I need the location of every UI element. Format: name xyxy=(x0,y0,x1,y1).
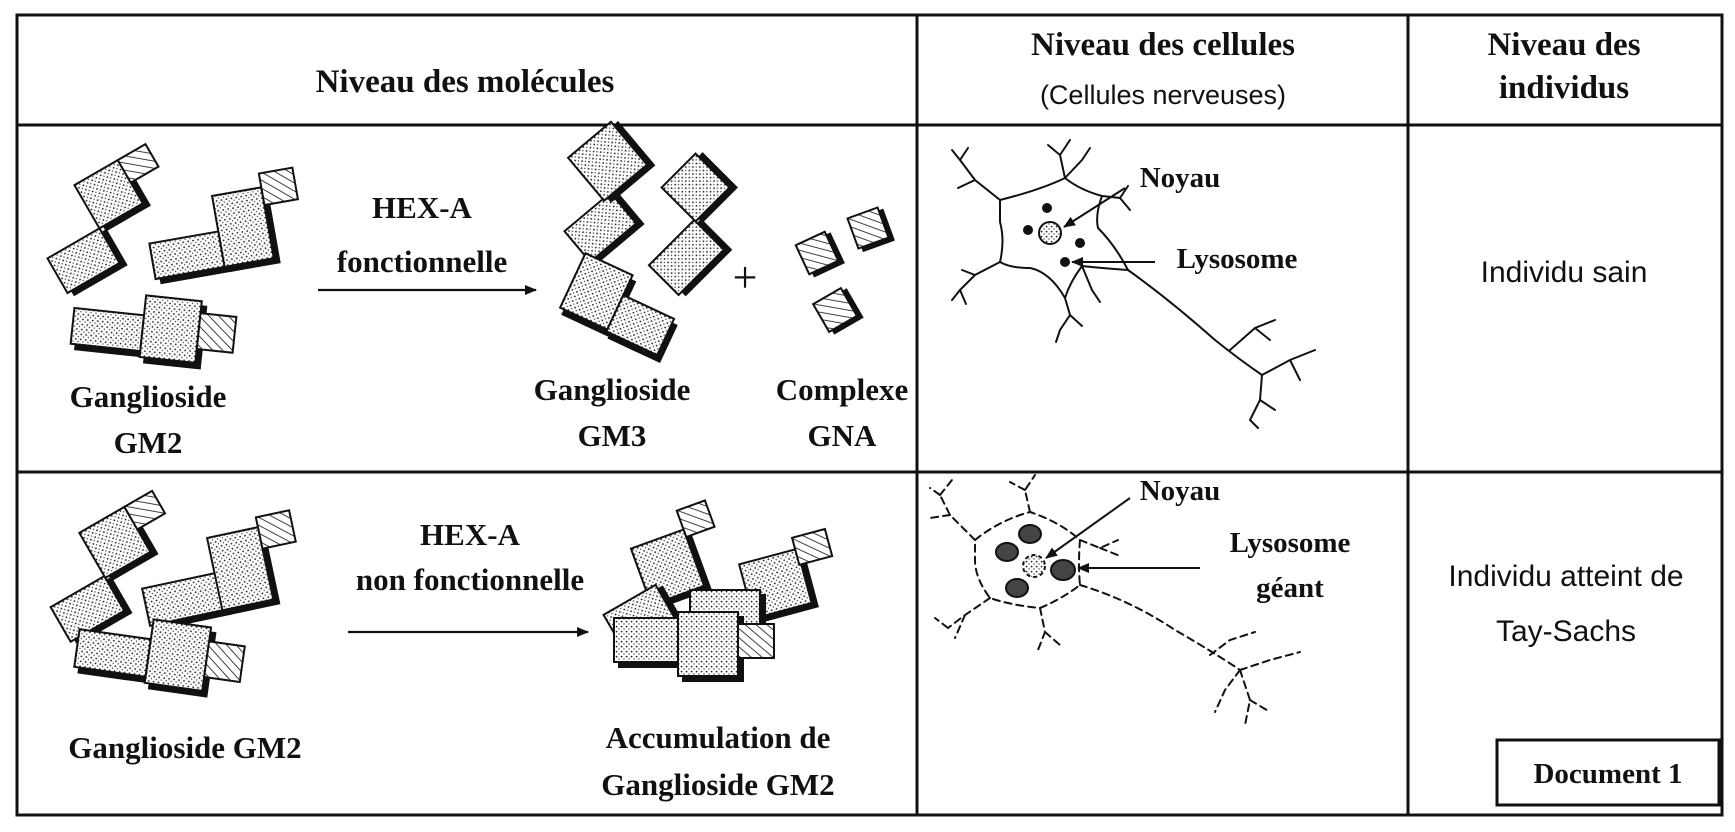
document-label: Document 1 xyxy=(1533,758,1682,790)
table-grid xyxy=(15,13,1724,817)
product1-label-line2: GM3 xyxy=(578,418,647,453)
diseased-neuron-organelles xyxy=(995,524,1076,598)
healthy-nucleus-label: Noyau xyxy=(1140,162,1221,194)
accumulated-gm2-molecules xyxy=(602,499,834,682)
disease-nucleus-pointer xyxy=(1045,497,1131,559)
healthy-lysosome-label: Lysosome xyxy=(1177,243,1298,275)
disease-enzyme-line1: HEX-A xyxy=(420,517,521,552)
header-individuals-line2: individus xyxy=(1499,70,1629,106)
header-cells-title: Niveau des cellules xyxy=(1031,27,1295,63)
accumulation-line2: Ganglioside GM2 xyxy=(601,767,834,802)
ganglioside-gm2-molecules-disease xyxy=(49,489,297,698)
plus-sign: + xyxy=(733,253,758,302)
gm2-molecule-a xyxy=(46,142,160,297)
diseased-neuron xyxy=(929,474,1301,726)
disease-enzyme-line2: non fonctionnelle xyxy=(356,562,584,597)
header-molecules: Niveau des molécules xyxy=(316,64,615,100)
header-cells-subtitle: (Cellules nerveuses) xyxy=(1040,80,1286,110)
disease-substrate-label: Ganglioside GM2 xyxy=(68,730,301,765)
disease-individual-line2: Tay-Sachs xyxy=(1496,615,1636,648)
gm2-molecule-b xyxy=(148,166,300,285)
ganglioside-gm3-molecules xyxy=(558,120,738,364)
disease-lysosome-line2: géant xyxy=(1256,572,1324,604)
disease-individual-line1: Individu atteint de xyxy=(1448,560,1683,593)
product1-label-line1: Ganglioside xyxy=(534,372,691,407)
product2-label-line2: GNA xyxy=(808,418,878,453)
substrate-label-line1: Ganglioside xyxy=(70,379,227,414)
accumulation-line1: Accumulation de xyxy=(606,720,831,755)
enzyme-label-line1: HEX-A xyxy=(372,190,473,225)
gm2-molecule-c xyxy=(69,294,238,370)
product2-label-line1: Complexe xyxy=(776,372,909,407)
gna-complex-molecules xyxy=(794,206,895,335)
healthy-nucleus-pointer xyxy=(1063,187,1126,228)
ganglioside-gm2-molecules xyxy=(46,142,300,370)
disease-lysosome-line1: Lysosome xyxy=(1230,527,1351,559)
disease-nucleus-label: Noyau xyxy=(1140,475,1221,507)
document-label-box: Document 1 xyxy=(1495,738,1721,807)
healthy-individual-label: Individu sain xyxy=(1481,256,1648,289)
substrate-label-line2: GM2 xyxy=(114,425,183,460)
header-individuals-line1: Niveau des xyxy=(1487,27,1640,63)
healthy-neuron xyxy=(951,139,1316,429)
enzyme-label-line2: fonctionnelle xyxy=(337,244,508,279)
